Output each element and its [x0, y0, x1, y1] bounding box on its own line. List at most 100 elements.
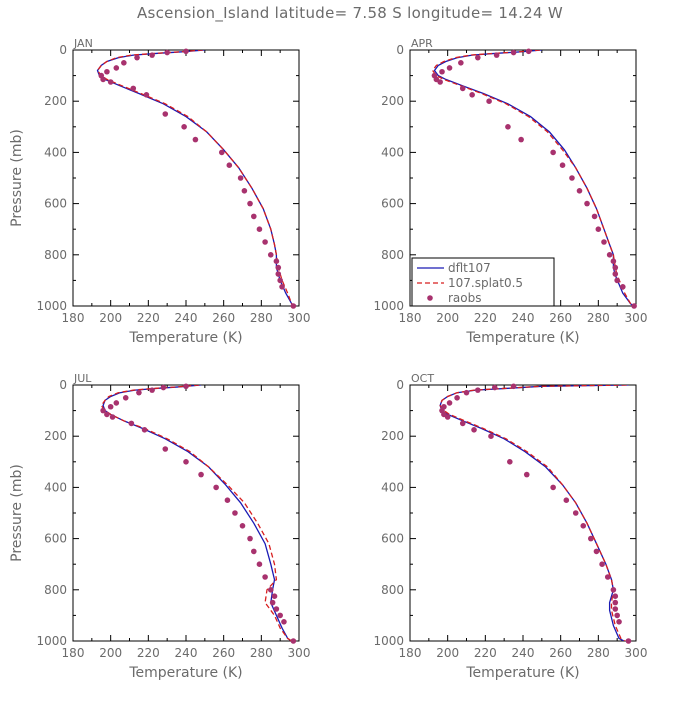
raobs-point — [247, 200, 253, 207]
series-line-dflt107 — [439, 385, 629, 641]
y-tick-label: 400 — [44, 145, 67, 159]
legend-marker-raobs — [427, 295, 433, 301]
x-axis-label: Temperature (K) — [465, 665, 579, 681]
raobs-point — [446, 400, 453, 406]
x-tick-label: 200 — [99, 311, 122, 325]
raobs-point — [620, 284, 626, 290]
y-tick-label: 600 — [44, 532, 67, 546]
plot-frame — [409, 384, 637, 642]
y-tick-label: 1000 — [36, 634, 67, 648]
y-tick-label: 0 — [396, 43, 404, 57]
raobs-point — [518, 136, 524, 143]
raobs-point — [290, 638, 297, 644]
raobs-point — [224, 497, 231, 504]
raobs-point — [493, 52, 500, 58]
x-tick-label: 280 — [250, 311, 273, 325]
series-line-107-splat0-5 — [100, 385, 293, 641]
raobs-point — [183, 383, 189, 390]
raobs-point — [122, 395, 129, 401]
x-tick-label: 300 — [288, 646, 311, 660]
raobs-point — [160, 384, 167, 391]
raobs-point — [469, 92, 475, 98]
panel-label: JUL — [73, 372, 92, 385]
raobs-point — [606, 252, 613, 258]
raobs-point — [149, 52, 155, 58]
raobs-point — [444, 414, 451, 420]
x-tick-label: 280 — [250, 646, 273, 660]
raobs-point — [559, 162, 566, 168]
raobs-point — [550, 149, 556, 156]
raobs-point — [281, 619, 287, 625]
raobs-point — [437, 79, 443, 85]
raobs-point — [616, 619, 622, 625]
x-tick-label: 240 — [512, 646, 535, 660]
raobs-point — [612, 606, 619, 612]
raobs-point — [454, 395, 460, 401]
raobs-point — [488, 433, 494, 440]
raobs-point — [595, 226, 602, 232]
raobs-point — [614, 277, 620, 284]
raobs-point — [507, 459, 513, 465]
y-tick-label: 200 — [381, 429, 404, 443]
y-tick-label: 200 — [381, 94, 404, 108]
raobs-point — [604, 574, 611, 580]
x-tick-label: 180 — [399, 311, 422, 325]
x-tick-label: 240 — [512, 311, 535, 325]
raobs-point — [239, 523, 246, 529]
x-tick-label: 200 — [99, 646, 122, 660]
panel-jul: JUL 180 200 220 240 260 280 300 0 200 400 600 800 100… — [9, 372, 310, 681]
x-tick-label: 260 — [212, 311, 235, 325]
y-tick-label: 200 — [44, 429, 67, 443]
raobs-point — [612, 599, 619, 606]
x-tick-label: 200 — [436, 311, 459, 325]
raobs-point — [486, 98, 492, 104]
y-tick-label: 800 — [44, 248, 67, 262]
raobs-point — [471, 427, 477, 433]
raobs-point — [267, 587, 274, 593]
x-tick-label: 220 — [137, 311, 160, 325]
series-line-dflt107 — [102, 385, 293, 641]
raobs-point — [572, 510, 579, 516]
series-line-107-splat0-5 — [439, 385, 627, 641]
raobs-point — [505, 124, 511, 130]
raobs-point — [475, 387, 481, 393]
raobs-point — [601, 239, 607, 245]
raobs-point — [459, 420, 466, 427]
y-tick-label: 800 — [381, 583, 404, 597]
raobs-point — [104, 68, 110, 75]
raobs-point — [459, 85, 466, 92]
raobs-point — [625, 638, 632, 644]
raobs-point — [612, 593, 619, 599]
raobs-point — [612, 271, 619, 277]
raobs-point — [198, 471, 204, 478]
raobs-point — [226, 162, 233, 168]
raobs-point — [439, 68, 445, 75]
y-axis-label: Pressure (mb) — [9, 464, 25, 562]
panel-label: JAN — [73, 37, 93, 50]
raobs-point — [181, 124, 187, 130]
y-tick-label: 200 — [44, 94, 67, 108]
panel-oct: OCT 180 200 220 240 260 280 300 0 200 400 600 800 100… — [373, 372, 647, 681]
raobs-point — [100, 407, 106, 414]
raobs-point — [251, 548, 257, 555]
raobs-point — [121, 60, 127, 66]
raobs-point — [113, 400, 120, 406]
x-tick-label: 180 — [62, 646, 85, 660]
raobs-point — [525, 48, 532, 55]
x-tick-label: 280 — [587, 311, 610, 325]
plot-frame — [72, 49, 300, 307]
series-line-107-splat0-5 — [96, 50, 295, 306]
raobs-point — [569, 175, 575, 181]
raobs-point — [612, 264, 619, 271]
raobs-point — [134, 54, 140, 61]
x-tick-label: 220 — [137, 646, 160, 660]
raobs-point — [109, 414, 116, 420]
raobs-point — [273, 258, 280, 265]
panel-apr: APR 180 200 220 240 260 280 300 0 200 400 600 800 100… — [373, 37, 647, 346]
raobs-point — [192, 136, 199, 143]
y-tick-label: 600 — [381, 197, 404, 211]
raobs-point — [241, 188, 248, 194]
